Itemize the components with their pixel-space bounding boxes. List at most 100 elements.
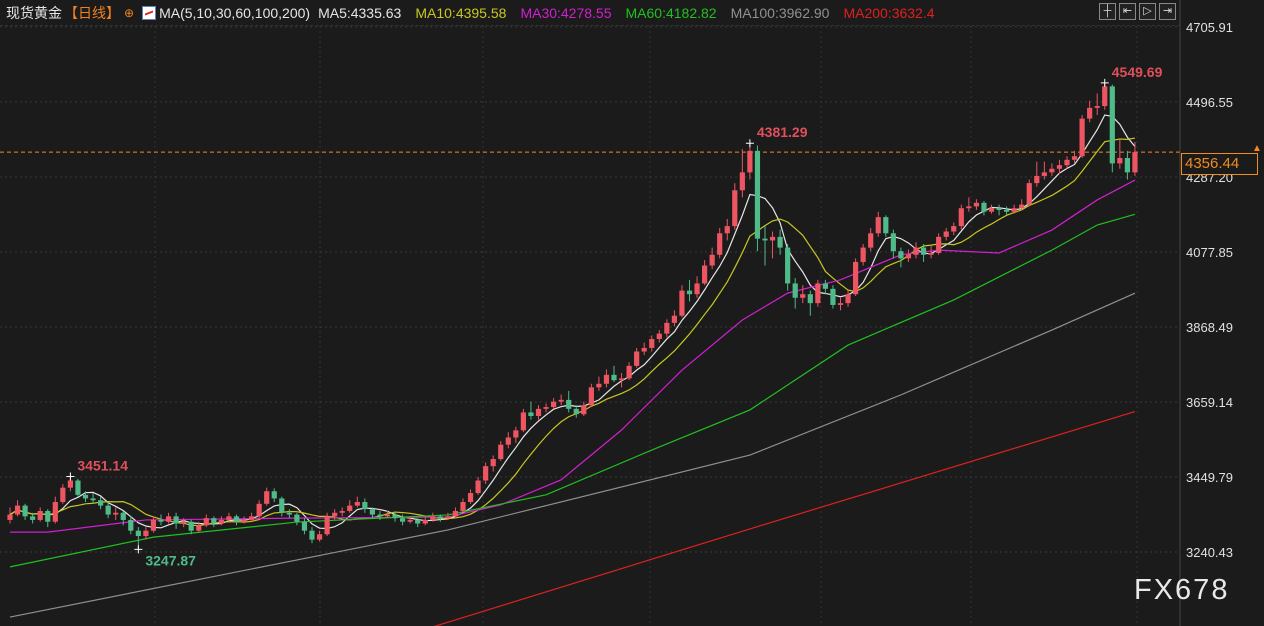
candle-body — [98, 500, 104, 506]
candle-body — [551, 401, 557, 408]
candle — [543, 403, 549, 413]
candle — [815, 279, 821, 307]
period-selector[interactable]: 【日线】 — [64, 4, 120, 21]
candle-body — [1124, 158, 1130, 173]
candle-body — [754, 150, 761, 239]
candle-body — [724, 226, 730, 234]
candle-body — [1049, 168, 1055, 173]
candle-body — [324, 516, 330, 535]
candle — [822, 279, 828, 295]
candle-body — [898, 251, 904, 259]
grid — [0, 26, 1180, 626]
candle-body — [437, 516, 443, 519]
ma-line-ma10 — [9, 137, 1136, 527]
candle — [951, 222, 957, 236]
crosshair-icon[interactable]: ┼ — [1099, 3, 1116, 20]
candle-body — [958, 208, 964, 227]
candle-body — [573, 408, 579, 415]
candle-body — [37, 510, 43, 520]
zoom-out-icon[interactable]: ⇤ — [1119, 3, 1136, 20]
candle-body — [286, 512, 292, 515]
watermark-logo: FX678 — [1134, 574, 1230, 606]
candle-body — [483, 466, 489, 481]
candle — [1056, 159, 1063, 175]
candle — [611, 365, 617, 382]
candle-body — [218, 519, 224, 524]
candle — [777, 229, 783, 255]
candle-body — [105, 505, 111, 515]
globe-icon[interactable]: ⊕ — [124, 5, 135, 20]
candle — [981, 201, 987, 216]
candle-body — [634, 351, 640, 366]
candle-body — [467, 493, 474, 503]
candle — [581, 401, 587, 417]
candle-body — [702, 265, 708, 284]
candle-body — [158, 519, 164, 522]
candle-body — [966, 206, 972, 209]
candle — [664, 319, 670, 338]
candle-body — [671, 315, 677, 323]
candle-body — [528, 412, 534, 417]
candle-body — [67, 480, 73, 488]
candle-body — [513, 430, 519, 438]
extreme-marker — [1100, 78, 1109, 87]
candle — [45, 509, 51, 528]
candle — [256, 500, 262, 519]
candle-body — [384, 514, 391, 517]
candle — [905, 249, 912, 262]
candle — [913, 242, 919, 259]
candle-body — [1109, 86, 1115, 164]
candle-body — [196, 525, 202, 531]
candle-body — [694, 283, 700, 295]
symbol-name: 现货黄金 — [6, 4, 62, 21]
candles — [7, 82, 1138, 550]
candle — [920, 244, 927, 262]
candle-body — [883, 217, 889, 234]
candle — [1117, 140, 1123, 169]
candle-body — [30, 516, 36, 520]
up-arrow-icon: ▲ — [1252, 143, 1262, 154]
candle — [1132, 141, 1138, 176]
candle — [732, 183, 738, 230]
candle — [558, 394, 564, 406]
candle — [362, 498, 368, 513]
ma-value-4: MA100:3962.90 — [730, 4, 830, 21]
candle — [890, 229, 896, 259]
candle — [1087, 100, 1093, 123]
indicator-icon[interactable] — [142, 5, 157, 20]
candle-body — [430, 516, 436, 520]
candle — [188, 519, 194, 535]
candle-body — [377, 514, 383, 517]
ma-params[interactable]: MA(5,10,30,60,100,200) — [159, 4, 311, 21]
candle — [181, 518, 187, 528]
candle — [1019, 199, 1025, 210]
candle — [332, 509, 338, 520]
extreme-marker — [745, 139, 754, 148]
candle-body — [309, 530, 315, 540]
candle — [754, 145, 761, 252]
candle — [694, 276, 700, 298]
candle — [762, 226, 768, 266]
candle-body — [339, 510, 345, 513]
candle — [618, 373, 625, 388]
current-price-label: 4356.44 — [1181, 153, 1258, 175]
candle — [483, 462, 489, 485]
candle-body — [951, 226, 957, 232]
candle — [294, 512, 300, 526]
candle-body — [603, 374, 610, 384]
candle — [324, 512, 330, 537]
candle — [218, 516, 224, 526]
candle-body — [913, 247, 919, 255]
candle-body — [739, 172, 745, 191]
candle-body — [981, 202, 987, 212]
move-right-icon[interactable]: ⇥ — [1159, 3, 1176, 20]
candle-body — [543, 407, 549, 409]
candle-body — [475, 480, 481, 494]
candle — [226, 512, 232, 522]
candle-body — [815, 283, 821, 304]
candle-body — [45, 510, 51, 522]
zoom-in-icon[interactable]: ▷ — [1139, 3, 1156, 20]
candle-body — [830, 288, 836, 305]
candle-body — [505, 437, 511, 445]
